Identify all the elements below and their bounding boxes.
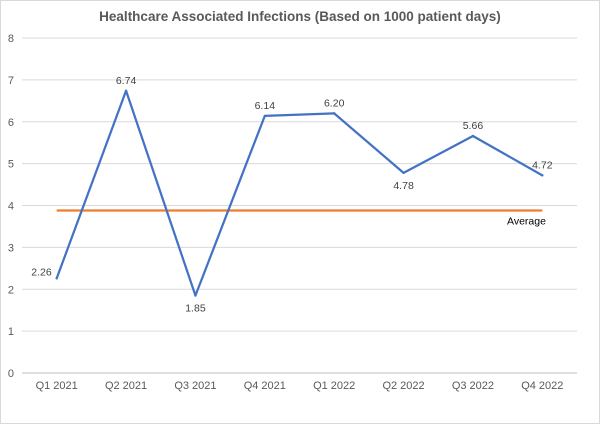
y-tick-label: 6 — [8, 117, 14, 129]
y-axis-ticks: 0 1 2 3 4 5 6 7 8 — [8, 33, 14, 380]
data-point — [402, 171, 405, 175]
y-tick-label: 4 — [8, 201, 14, 213]
data-label: 1.85 — [185, 303, 206, 315]
data-label: 4.78 — [393, 180, 414, 192]
data-label: 2.26 — [31, 266, 52, 278]
series-line — [55, 89, 544, 297]
chart-title: Healthcare Associated Infections (Based … — [99, 9, 501, 24]
data-label: 6.74 — [116, 75, 137, 87]
y-tick-label: 2 — [8, 284, 14, 296]
y-tick-label: 3 — [8, 242, 14, 254]
x-tick-label: Q2 2022 — [382, 380, 424, 392]
x-tick-label: Q4 2022 — [521, 380, 563, 392]
data-point — [194, 294, 197, 297]
data-point — [332, 112, 336, 115]
data-point — [471, 134, 475, 138]
data-label: 5.66 — [463, 120, 484, 132]
average-line-group: Average — [56, 209, 546, 228]
data-label: 4.72 — [532, 159, 553, 171]
data-point — [124, 89, 128, 92]
y-tick-label: 0 — [8, 368, 14, 380]
x-tick-label: Q3 2022 — [452, 380, 494, 392]
data-label: 6.20 — [324, 97, 345, 109]
x-tick-label: Q3 2021 — [174, 380, 216, 392]
x-tick-label: Q4 2021 — [244, 380, 286, 392]
data-point — [263, 114, 267, 118]
y-tick-label: 8 — [8, 33, 14, 45]
y-tick-label: 5 — [8, 159, 14, 171]
gridlines — [22, 37, 577, 374]
x-axis-ticks: Q1 2021 Q2 2021 Q3 2021 Q4 2021 Q1 2022 Q2 20… — [36, 380, 564, 392]
data-point — [541, 174, 544, 177]
x-tick-label: Q1 2022 — [313, 380, 355, 392]
average-label: Average — [507, 216, 546, 228]
data-label: 6.14 — [255, 100, 276, 112]
data-labels: 2.26 6.74 1.85 6.14 6.20 4.78 5.66 4.72 — [31, 75, 552, 315]
series-group — [55, 89, 544, 297]
y-tick-label: 7 — [8, 75, 14, 87]
data-point — [55, 277, 58, 280]
y-tick-label: 1 — [8, 326, 14, 338]
x-tick-label: Q1 2021 — [36, 380, 78, 392]
x-tick-label: Q2 2021 — [105, 380, 147, 392]
